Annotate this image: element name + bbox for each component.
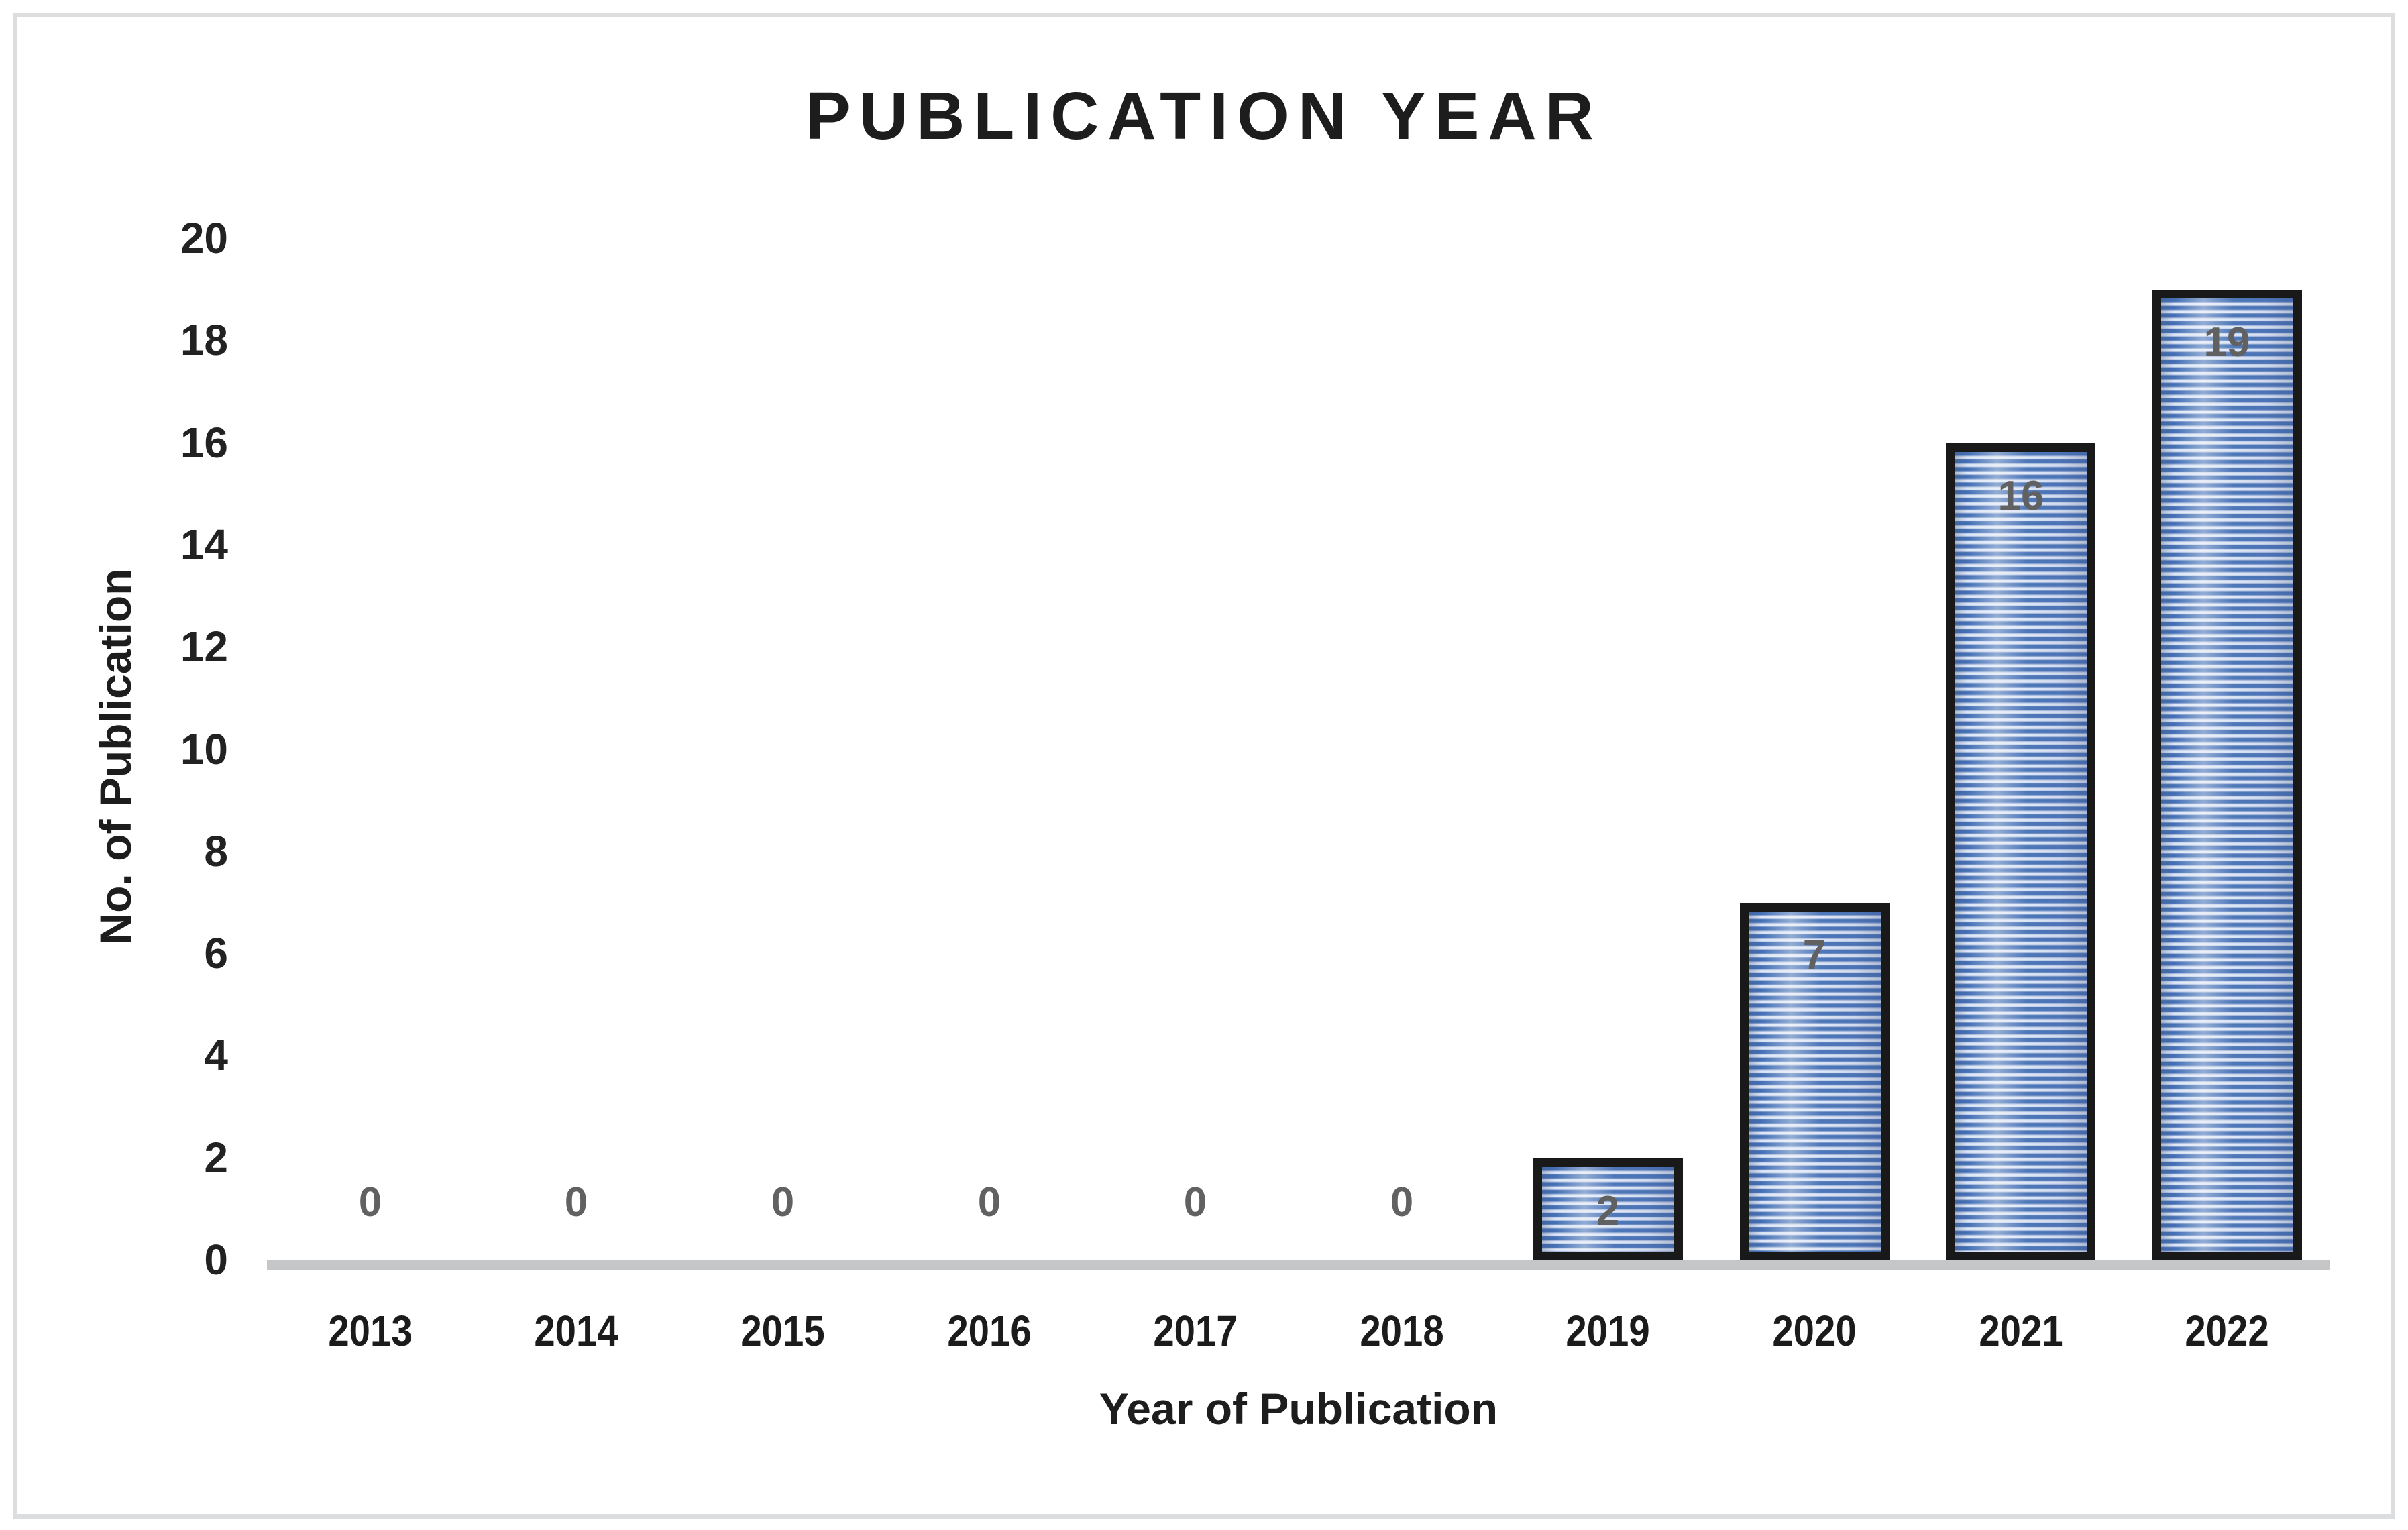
bar-data-label: 7 [1802, 932, 1826, 979]
y-tick-label: 4 [204, 1031, 228, 1080]
x-tick-label: 2015 [741, 1307, 825, 1355]
bar-2022 [2152, 290, 2302, 1260]
bar-2019 [1533, 1158, 1683, 1260]
x-tick-label: 2018 [1360, 1307, 1444, 1355]
x-tick-label: 2022 [2185, 1307, 2269, 1355]
x-tick-label: 2016 [947, 1307, 1032, 1355]
x-tick-label: 2020 [1772, 1307, 1857, 1355]
bar-data-label: 0 [564, 1179, 588, 1225]
bar-data-label: 0 [977, 1179, 1001, 1225]
bar-data-label: 16 [1997, 473, 2044, 519]
y-tick-label: 2 [204, 1133, 228, 1182]
y-tick-label: 6 [204, 929, 228, 978]
y-tick-label: 14 [180, 520, 228, 569]
x-axis-title: Year of Publication [1099, 1384, 1498, 1433]
y-tick-label: 8 [204, 826, 228, 875]
y-tick-label: 12 [180, 622, 228, 671]
x-tick-label: 2013 [328, 1307, 413, 1355]
bar-data-label: 0 [1390, 1179, 1414, 1225]
y-tick-label: 10 [180, 724, 228, 773]
x-tick-label: 2019 [1566, 1307, 1650, 1355]
y-tick-label: 16 [180, 418, 228, 467]
bar-data-label: 0 [771, 1179, 795, 1225]
x-tick-label: 2017 [1153, 1307, 1238, 1355]
x-tick-label: 2021 [1979, 1307, 2063, 1355]
x-axis-line [267, 1260, 2330, 1270]
bar-2021 [1946, 443, 2095, 1260]
bar-data-label: 0 [1183, 1179, 1207, 1225]
y-tick-label: 18 [180, 316, 228, 365]
bar-data-label: 0 [358, 1179, 382, 1225]
x-tick-label: 2014 [534, 1307, 618, 1355]
chart-title: PUBLICATION YEAR [806, 78, 1602, 154]
bar-data-label: 2 [1596, 1188, 1620, 1234]
bar-data-label: 19 [2203, 319, 2250, 366]
y-tick-label: 0 [204, 1236, 228, 1284]
bar-2020 [1740, 903, 1890, 1260]
y-tick-label: 20 [180, 214, 228, 262]
